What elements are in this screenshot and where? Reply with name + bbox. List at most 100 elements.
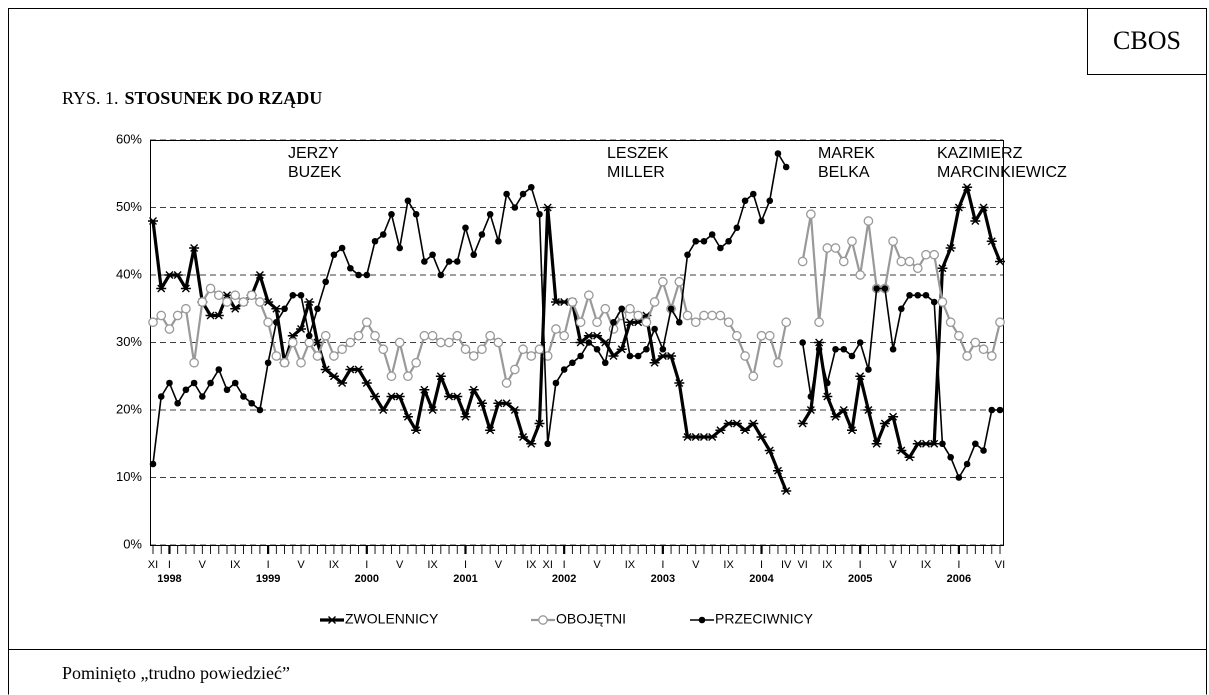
marker	[945, 244, 956, 252]
marker	[953, 203, 964, 212]
marker	[815, 345, 823, 353]
marker	[552, 379, 560, 387]
marker	[848, 352, 856, 360]
annotation: KAZIMIERZ	[937, 145, 1023, 162]
marker	[805, 406, 816, 414]
marker	[962, 351, 972, 361]
marker	[863, 216, 874, 226]
marker	[881, 285, 889, 292]
annotation: JERZY	[288, 145, 339, 162]
marker	[501, 399, 512, 408]
marker	[248, 399, 255, 407]
marker	[182, 386, 190, 394]
marker	[296, 357, 306, 368]
marker	[741, 197, 749, 205]
marker	[930, 298, 938, 306]
marker	[320, 330, 331, 341]
marker	[643, 345, 650, 353]
marker	[445, 258, 453, 265]
footnote: Pominięto „trudno powiedzieć”	[62, 663, 290, 683]
marker	[963, 460, 971, 468]
x-tick-label: IX	[625, 559, 636, 571]
marker	[429, 251, 436, 259]
marker	[197, 297, 208, 307]
marker	[906, 291, 913, 299]
x-tick-label: VI	[797, 559, 807, 571]
marker	[781, 317, 792, 328]
x-tick-label: V	[297, 559, 305, 571]
marker	[888, 236, 898, 247]
marker	[822, 243, 833, 253]
marker	[634, 352, 642, 360]
marker	[421, 258, 428, 265]
marker	[329, 351, 339, 361]
marker	[830, 412, 841, 421]
marker	[937, 297, 948, 307]
x-tick-label: I	[365, 559, 368, 571]
marker	[476, 399, 487, 408]
marker	[509, 364, 520, 375]
marker	[205, 283, 216, 294]
marker	[847, 236, 857, 247]
marker	[616, 345, 627, 354]
marker	[164, 324, 175, 334]
marker	[485, 330, 496, 341]
marker	[435, 337, 446, 348]
header-box	[1087, 8, 1207, 75]
marker	[379, 231, 387, 238]
marker	[781, 487, 792, 495]
marker	[157, 393, 165, 400]
marker	[444, 337, 454, 348]
marker	[569, 359, 576, 367]
marker	[929, 439, 940, 448]
x-tick-label: IX	[822, 559, 833, 571]
marker	[641, 317, 652, 328]
marker	[995, 257, 1005, 266]
marker	[460, 344, 471, 355]
marker	[518, 344, 528, 355]
marker	[855, 372, 866, 381]
marker	[287, 331, 298, 340]
marker	[304, 298, 315, 306]
marker	[824, 379, 831, 387]
marker	[822, 392, 833, 401]
marker	[402, 412, 413, 421]
marker	[896, 446, 907, 455]
marker	[255, 297, 265, 307]
marker	[559, 330, 570, 341]
legend-label: PRZECIWNICY	[715, 611, 814, 627]
footnote-frame	[8, 649, 1207, 695]
marker	[773, 357, 783, 368]
marker	[279, 357, 290, 368]
marker	[172, 271, 183, 279]
x-tick-label: I	[563, 559, 566, 571]
marker	[273, 318, 280, 326]
marker	[403, 371, 413, 382]
marker	[289, 291, 297, 299]
marker	[281, 305, 288, 313]
marker	[970, 337, 981, 348]
marker	[486, 210, 494, 218]
x-tick-label: XI	[148, 559, 158, 571]
y-tick-label: 50%	[116, 199, 142, 214]
x-tick-label: V	[889, 559, 897, 571]
marker	[536, 210, 543, 218]
marker	[468, 351, 479, 361]
marker	[534, 344, 545, 355]
marker	[519, 190, 527, 198]
y-tick-label: 20%	[116, 401, 142, 416]
marker	[213, 311, 224, 320]
marker	[371, 237, 379, 245]
marker	[230, 304, 241, 313]
x-tick-label: I	[957, 559, 960, 571]
x-tick-label: V	[199, 559, 207, 571]
legend-label: ZWOLENNICY	[345, 611, 439, 627]
marker	[238, 297, 249, 307]
x-tick-label: I	[168, 559, 171, 571]
marker	[838, 406, 849, 414]
marker	[213, 290, 224, 301]
marker	[708, 231, 716, 238]
marker	[256, 406, 264, 414]
x-tick-label: V	[692, 559, 700, 571]
